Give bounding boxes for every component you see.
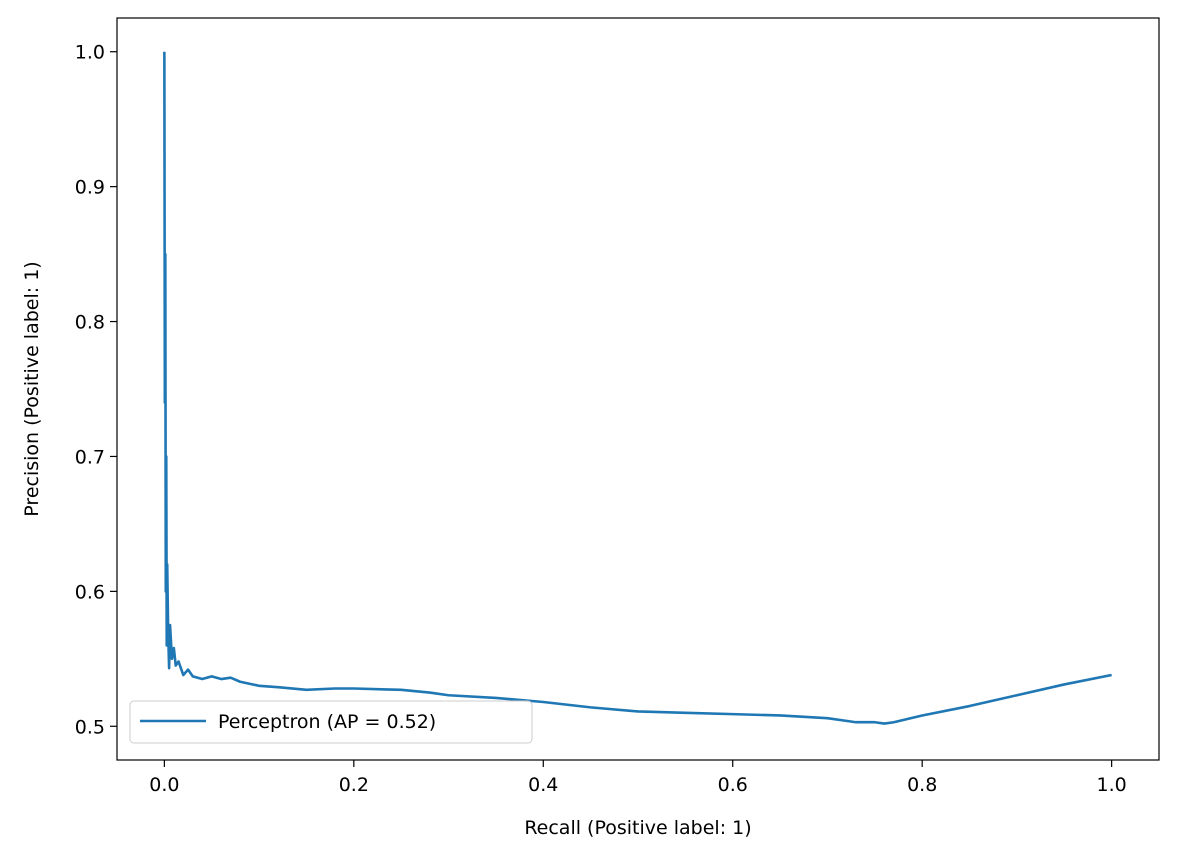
y-axis-label: Precision (Positive label: 1) (21, 261, 43, 516)
y-tick-label: 0.9 (75, 177, 105, 199)
x-axis-label: Recall (Positive label: 1) (524, 817, 751, 839)
x-tick-label: 1.0 (1097, 774, 1127, 796)
y-tick-label: 1.0 (75, 42, 105, 64)
y-tick-label: 0.6 (75, 581, 105, 603)
x-tick-label: 0.6 (718, 774, 748, 796)
x-tick-label: 0.4 (528, 774, 558, 796)
legend-label-perceptron: Perceptron (AP = 0.52) (218, 711, 436, 733)
y-axis-ticks: 0.5 0.6 0.7 0.8 0.9 1.0 (75, 42, 117, 738)
x-tick-label: 0.2 (339, 774, 369, 796)
y-tick-label: 0.8 (75, 312, 105, 334)
y-tick-label: 0.5 (75, 716, 105, 738)
legend-box (129, 700, 533, 744)
x-tick-label: 0.0 (149, 774, 179, 796)
legend: Perceptron (AP = 0.52) (129, 700, 533, 744)
y-tick-label: 0.7 (75, 446, 105, 468)
x-tick-label: 0.8 (907, 774, 937, 796)
series-layer (163, 51, 1112, 725)
plot-area-frame (116, 17, 1160, 761)
series-line-perceptron (163, 51, 1112, 725)
x-axis-ticks: 0.0 0.2 0.4 0.6 0.8 1.0 (149, 760, 1127, 796)
